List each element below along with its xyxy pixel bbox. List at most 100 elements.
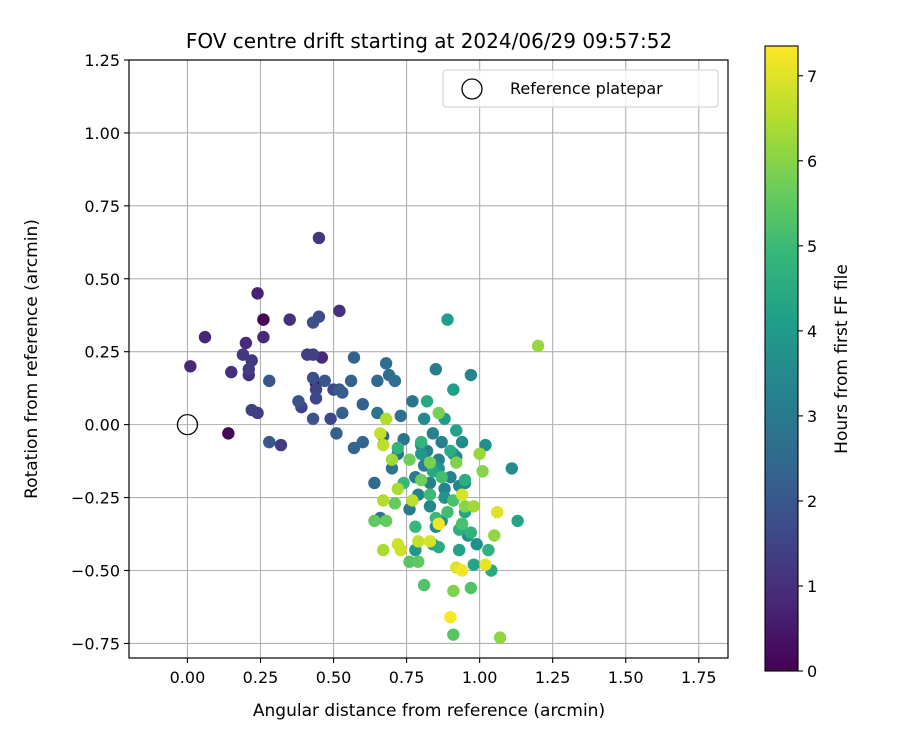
x-axis-ticks: 0.00 0.25 0.50 0.75 1.00 1.25 1.50 1.75 (170, 658, 717, 687)
data-point (374, 427, 387, 440)
data-point (447, 628, 460, 641)
data-point (444, 470, 457, 484)
data-point (388, 497, 402, 510)
reference-layer (176, 413, 199, 436)
data-point (318, 374, 331, 388)
legend-entry-reference: Reference platepar (510, 79, 663, 98)
data-point (464, 368, 478, 382)
data-point (379, 412, 393, 425)
data-point (464, 581, 478, 595)
data-point (371, 374, 384, 388)
data-point (336, 386, 349, 399)
data-point (371, 406, 384, 420)
data-point (391, 441, 405, 455)
data-point (391, 482, 405, 496)
data-point (406, 494, 419, 507)
data-point (423, 500, 437, 513)
data-point (377, 438, 390, 452)
data-point (414, 447, 428, 461)
colorbar-tick-label: 2 (807, 492, 817, 511)
x-tick-label: 0.00 (170, 668, 206, 687)
data-point (368, 514, 381, 528)
data-point (306, 371, 320, 385)
data-point (423, 488, 437, 501)
y-tick-label: −0.25 (71, 489, 120, 508)
data-point (482, 543, 495, 557)
colorbar-frame (764, 45, 799, 672)
data-point (236, 348, 250, 361)
x-axis-label: Angular distance from reference (arcmin) (253, 701, 605, 721)
colorbar-tick-label: 5 (807, 237, 817, 256)
data-point (455, 488, 469, 501)
data-point (432, 406, 445, 420)
data-point (379, 514, 393, 528)
data-point (257, 313, 270, 326)
data-point (444, 444, 457, 458)
x-tick-label: 1.00 (462, 668, 498, 687)
data-point (414, 473, 428, 487)
colorbar-tick-label: 6 (807, 152, 817, 171)
y-axis-ticks: −0.75 −0.50 −0.25 0.00 0.25 0.50 0.75 1.00 1.25 (71, 51, 129, 653)
colorbar-tick-label: 0 (807, 662, 817, 681)
colorbar-tick-label: 7 (807, 67, 817, 86)
data-point (458, 473, 472, 487)
data-point (447, 494, 460, 507)
data-point (455, 517, 469, 531)
plot-frame (128, 59, 729, 659)
colorbar-tick-label: 3 (807, 407, 817, 426)
data-point (447, 383, 460, 396)
colorbar-ticks: 0 1 2 3 4 5 6 7 (798, 67, 817, 681)
x-tick-label: 1.75 (681, 668, 717, 687)
legend-box (442, 69, 719, 108)
data-point (435, 435, 448, 449)
y-tick-label: 1.25 (84, 51, 120, 70)
data-point (414, 435, 428, 449)
data-point (429, 363, 443, 376)
data-point (333, 304, 346, 318)
data-point (306, 316, 320, 329)
data-point (198, 330, 212, 344)
data-point (476, 465, 489, 478)
data-point (394, 543, 407, 557)
data-point (450, 456, 463, 469)
data-point (490, 505, 504, 519)
data-point (336, 406, 349, 420)
x-tick-label: 1.50 (608, 668, 644, 687)
data-point (423, 535, 437, 548)
y-tick-label: 0.50 (84, 270, 120, 289)
data-point (447, 584, 460, 598)
data-point (412, 555, 425, 568)
data-point (356, 398, 369, 411)
data-point (263, 374, 276, 388)
data-point (309, 383, 323, 396)
legend: Reference platepar (442, 69, 719, 108)
data-point (239, 336, 253, 350)
data-point (511, 514, 524, 528)
y-tick-label: −0.50 (71, 561, 120, 580)
data-point (464, 526, 478, 539)
x-tick-label: 1.25 (535, 668, 571, 687)
data-point (493, 631, 507, 644)
data-point (403, 453, 416, 466)
data-point (479, 438, 492, 452)
data-point (283, 313, 296, 326)
data-point (385, 453, 399, 466)
data-point (397, 433, 410, 446)
x-tick-label: 0.50 (316, 668, 352, 687)
data-point (377, 543, 390, 557)
data-point (438, 482, 451, 496)
data-point (488, 529, 501, 542)
x-tick-label: 0.75 (389, 668, 425, 687)
colorbar-tick-label: 1 (807, 577, 817, 596)
data-point (356, 435, 369, 449)
data-point (473, 447, 486, 461)
data-point (245, 403, 258, 417)
data-point (479, 558, 492, 571)
data-point (347, 351, 361, 364)
colorbar-gradient (765, 46, 798, 671)
data-point (531, 339, 545, 353)
y-tick-label: −0.75 (71, 634, 120, 653)
data-point (455, 564, 469, 577)
